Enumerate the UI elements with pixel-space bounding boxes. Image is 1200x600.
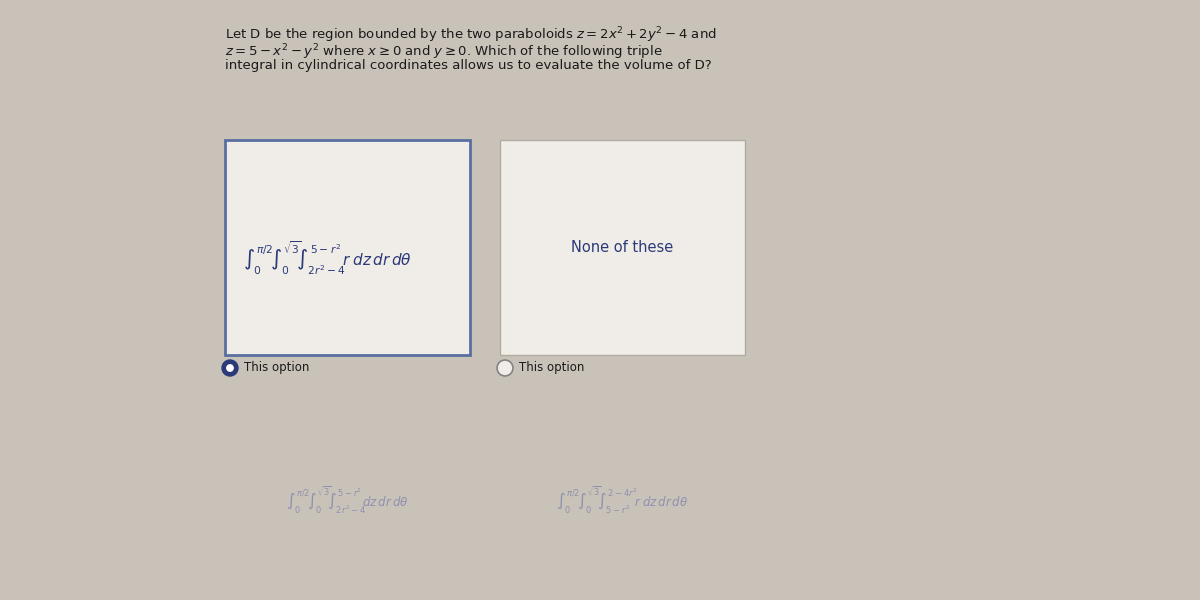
Text: None of these: None of these — [571, 240, 673, 255]
Text: $\int_0^{\pi/2}\!\int_0^{\sqrt{3}}\!\int_{5-r^2}^{2-4r^2}\! r\; dz\,dr\,d\theta$: $\int_0^{\pi/2}\!\int_0^{\sqrt{3}}\!\int… — [557, 484, 689, 515]
Circle shape — [222, 360, 238, 376]
Text: This option: This option — [520, 361, 584, 374]
FancyBboxPatch shape — [500, 140, 745, 355]
Circle shape — [227, 365, 233, 371]
Text: This option: This option — [244, 361, 310, 374]
Text: $\int_0^{\pi/2}\!\int_0^{\sqrt{3}}\!\int_{2r^2-4}^{5-r^2}\! r\; dz\,dr\,d\theta$: $\int_0^{\pi/2}\!\int_0^{\sqrt{3}}\!\int… — [244, 239, 413, 277]
Text: $\int_0^{\pi/2}\!\int_0^{\sqrt{3}}\!\int_{2r^2-4}^{5-r^2}\! dz\,dr\,d\theta$: $\int_0^{\pi/2}\!\int_0^{\sqrt{3}}\!\int… — [287, 484, 409, 515]
Circle shape — [497, 360, 514, 376]
FancyBboxPatch shape — [226, 140, 470, 355]
Text: integral in cylindrical coordinates allows us to evaluate the volume of D?: integral in cylindrical coordinates allo… — [226, 59, 712, 72]
Text: $z = 5 - x^2 - y^2$ where $x \geq 0$ and $y \geq 0$. Which of the following trip: $z = 5 - x^2 - y^2$ where $x \geq 0$ and… — [226, 42, 662, 62]
Text: Let D be the region bounded by the two paraboloids $z = 2x^2 + 2y^2 - 4$ and: Let D be the region bounded by the two p… — [226, 25, 716, 44]
